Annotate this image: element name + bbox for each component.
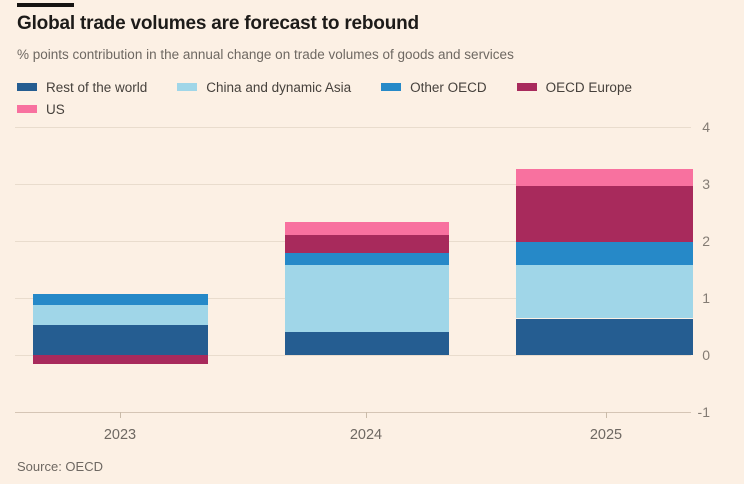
y-axis-tick-label: 1	[702, 290, 710, 306]
gridline	[15, 355, 691, 356]
x-axis-tick	[120, 412, 121, 418]
legend-item: Rest of the world	[17, 79, 148, 95]
bar-segment	[285, 331, 449, 355]
y-axis-tick-label: 4	[702, 119, 710, 135]
bar-segment	[516, 242, 693, 265]
bar-segment	[285, 253, 449, 265]
bar-segment	[516, 186, 693, 243]
y-axis-tick-label: 3	[702, 176, 710, 192]
legend-swatch	[17, 83, 37, 91]
accent-bar	[17, 3, 74, 7]
x-axis-category-label: 2025	[589, 427, 623, 443]
bar-segment	[33, 324, 208, 355]
bar-segment	[33, 355, 208, 365]
legend-label: Other OECD	[410, 79, 487, 95]
legend-label: China and dynamic Asia	[206, 79, 352, 95]
gridline	[15, 127, 691, 128]
x-axis-category-label: 2024	[349, 427, 383, 443]
legend-label: Rest of the world	[46, 79, 148, 95]
gridline	[15, 412, 691, 413]
y-axis-tick-label: 2	[702, 233, 710, 249]
legend-swatch	[381, 83, 402, 91]
x-axis-category-label: 2023	[103, 427, 137, 443]
bar-segment	[33, 294, 208, 305]
x-axis-tick	[366, 412, 367, 418]
gridline	[15, 184, 691, 185]
bar-segment	[516, 168, 693, 187]
legend-swatch	[17, 105, 37, 113]
bar-segment	[33, 304, 208, 325]
y-axis-tick-label: -1	[697, 404, 710, 420]
legend-item: US	[17, 101, 65, 117]
bar-segment	[516, 318, 693, 355]
chart-subtitle: % points contribution in the annual chan…	[17, 47, 514, 62]
bar-segment	[285, 234, 449, 253]
legend-label: OECD Europe	[545, 79, 632, 95]
x-axis-tick	[606, 412, 607, 418]
legend-item: OECD Europe	[516, 79, 632, 95]
chart-title: Global trade volumes are forecast to reb…	[17, 13, 419, 34]
bar-segment	[285, 264, 449, 332]
legend-swatch	[177, 83, 198, 91]
legend-swatch	[516, 83, 537, 91]
legend-label: US	[46, 101, 65, 117]
legend: Rest of the world China and dynamic Asia O…	[17, 79, 657, 117]
legend-item: China and dynamic Asia	[177, 79, 352, 95]
source-note: Source: OECD	[17, 459, 103, 474]
y-axis-tick-label: 0	[702, 347, 710, 363]
bar-segment	[516, 264, 693, 319]
legend-item: Other OECD	[381, 79, 487, 95]
bar-segment	[285, 221, 449, 235]
